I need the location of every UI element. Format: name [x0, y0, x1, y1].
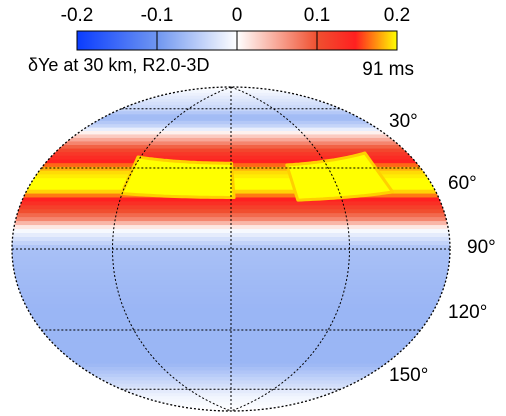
field-band [12, 380, 450, 385]
map-outline [11, 86, 451, 412]
field-band [12, 92, 450, 97]
latitude-label-120: 120° [448, 302, 487, 323]
colorbar-tick-label: 0.1 [304, 5, 330, 26]
field-band [12, 152, 450, 157]
field-band [12, 408, 450, 411]
field-band [12, 104, 450, 109]
field-band [12, 127, 450, 132]
field-band [12, 107, 450, 112]
field-band [12, 331, 450, 336]
field-band [12, 312, 450, 317]
field-band [12, 323, 450, 328]
field-band [12, 304, 450, 309]
colorbar: -0.2 -0.1 0 0.1 0.2 [61, 5, 410, 51]
colorbar-tick-label: 0 [232, 5, 243, 26]
field-band [12, 356, 450, 361]
latitude-label-30: 30° [389, 111, 418, 132]
field-band [12, 148, 450, 153]
chart-title: δYe at 30 km, R2.0-3D [28, 55, 209, 75]
latitude-label-150: 150° [389, 365, 428, 386]
field-band [12, 111, 450, 115]
time-label: 91 ms [362, 59, 414, 80]
field-band [12, 159, 450, 164]
field-band [12, 383, 450, 388]
field-band [12, 95, 450, 100]
field-band [12, 366, 450, 372]
latitude-label-90: 90° [467, 237, 496, 258]
field-band [12, 296, 450, 302]
field-band [12, 360, 450, 365]
field-lobes [120, 151, 395, 202]
field-band [12, 308, 450, 313]
longitude-line [111, 86, 232, 412]
colorbar-tick-label: -0.1 [141, 5, 174, 26]
field-band [12, 292, 450, 298]
latitude-labels: 30° 60° 90° 120° 150° [389, 111, 496, 386]
hot-lobe [285, 151, 395, 202]
field-band [12, 131, 450, 136]
field-band [12, 396, 450, 400]
field-band [12, 155, 450, 161]
field-band [12, 120, 450, 125]
field-band [12, 124, 450, 129]
latitude-label-60: 60° [448, 173, 477, 194]
map-grid [12, 86, 450, 412]
hot-lobe [120, 155, 236, 199]
longitude-line [230, 86, 351, 412]
colorbar-tick-label: 0.2 [384, 5, 410, 26]
field-band [12, 399, 450, 403]
field-band [12, 363, 450, 368]
field-band [12, 319, 450, 325]
colorbar-tick-label: -0.2 [61, 5, 94, 26]
field-band [12, 315, 450, 321]
field-band [12, 405, 450, 409]
field-band [12, 300, 450, 306]
